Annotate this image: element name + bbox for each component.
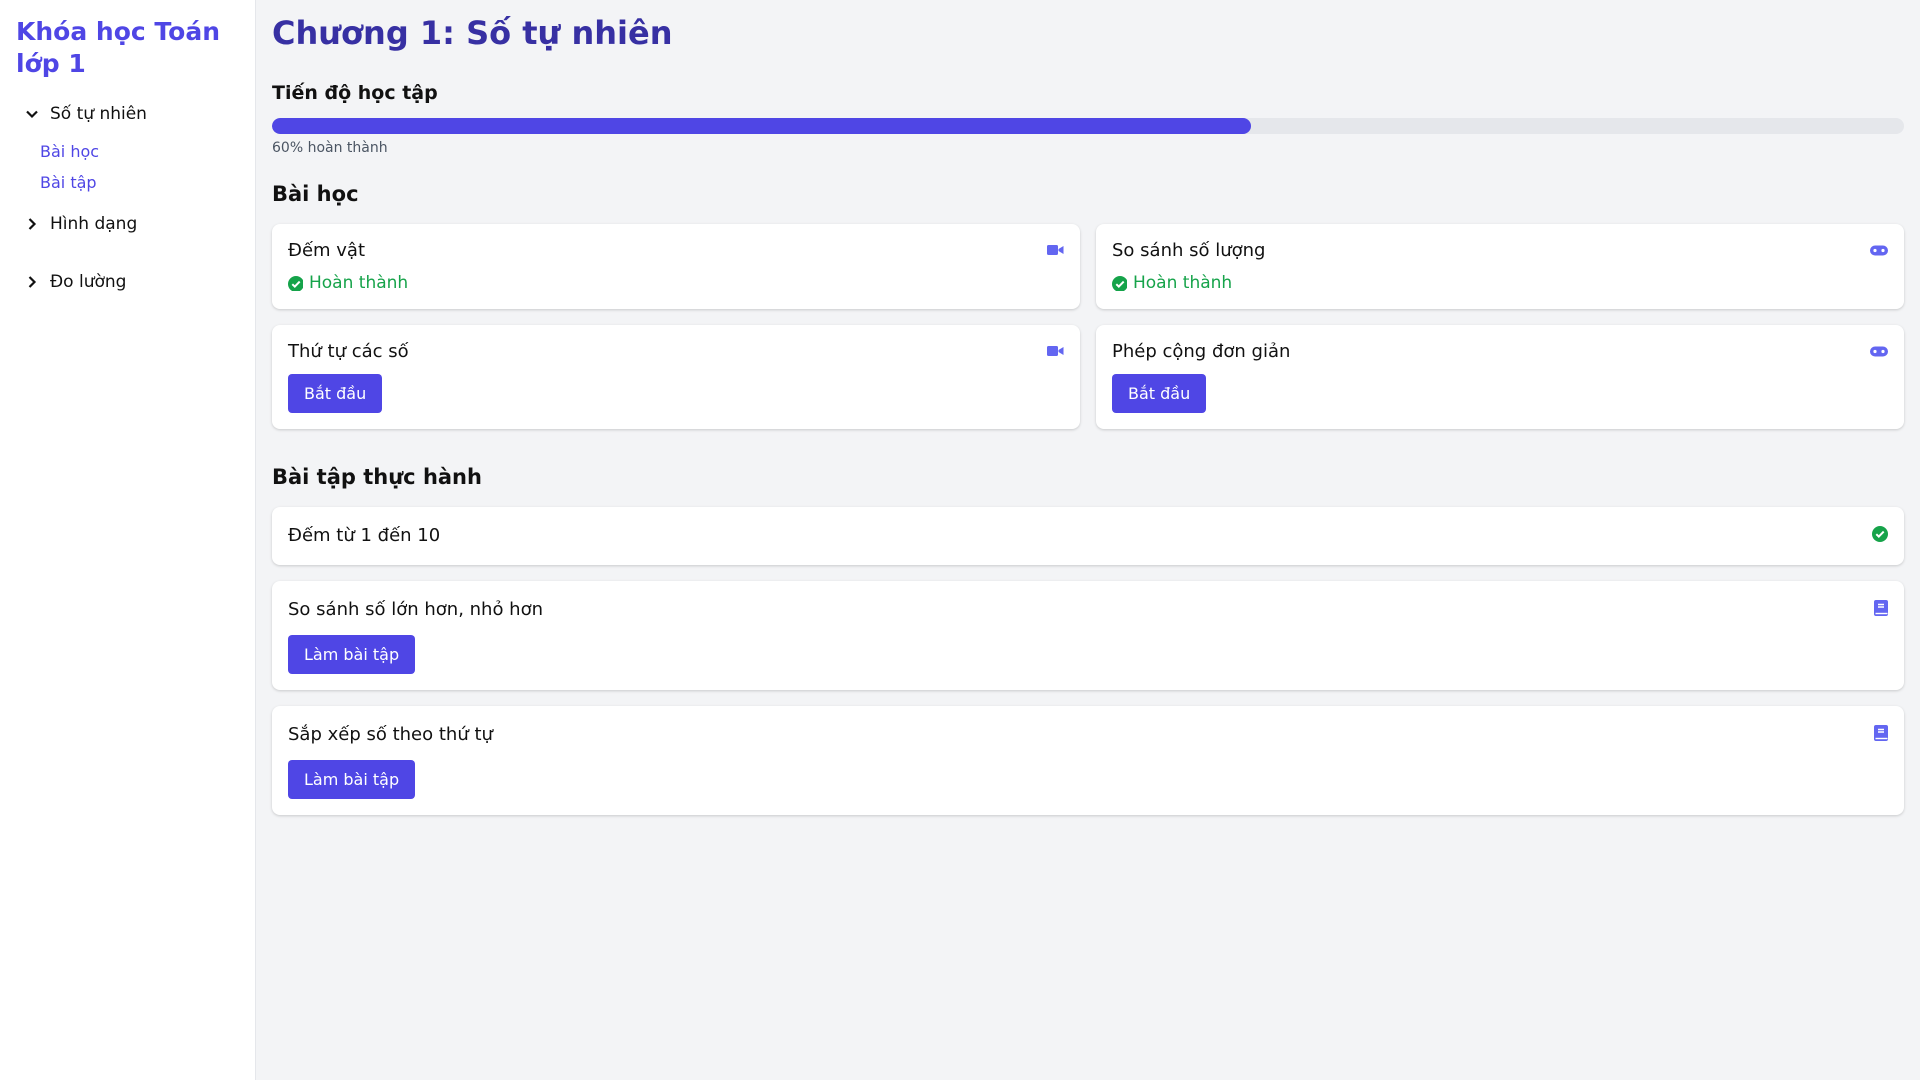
course-title: Khóa học Toán lớp 1: [16, 17, 220, 78]
exercise-card: Sắp xếp số theo thứ tự Làm bài tập: [272, 706, 1904, 815]
item-title: Sắp xếp số theo thứ tự: [288, 724, 493, 745]
check-circle-icon: [1112, 275, 1127, 291]
status-text: Hoàn thành: [1133, 273, 1233, 293]
item-title: So sánh số lớn hơn, nhỏ hơn: [288, 599, 544, 620]
item-title: Thứ tự các số: [288, 341, 409, 362]
sidebar: Khóa học Toán lớp 1 Số tự nhiên Bài học …: [0, 0, 256, 1080]
lesson-card: Thứ tự các số Bắt đầu: [272, 325, 1080, 429]
progress-text: 60% hoàn thành: [272, 140, 388, 156]
sidebar-link-bai-hoc[interactable]: Bài học: [40, 142, 100, 161]
book-icon: [1874, 725, 1888, 745]
status-completed: Hoàn thành: [1112, 273, 1888, 293]
progress-label: Tiến độ học tập: [272, 82, 438, 104]
check-circle-icon: [288, 275, 303, 291]
chevron-right-icon: [24, 216, 40, 232]
lesson-card: So sánh số lượng Hoàn thành: [1096, 224, 1904, 309]
exercise-card: Đếm từ 1 đến 10: [272, 507, 1904, 565]
sidebar-item-so-tu-nhien[interactable]: Số tự nhiên: [16, 98, 239, 130]
video-icon: [1047, 241, 1064, 260]
video-icon: [1047, 342, 1064, 361]
main-content: Chương 1: Số tự nhiên Tiến độ học tập 60…: [256, 0, 1920, 1080]
item-title: Phép cộng đơn giản: [1112, 341, 1291, 362]
exercises-heading: Bài tập thực hành: [272, 465, 482, 489]
chevron-down-icon: [24, 106, 40, 122]
exercises-list: Đếm từ 1 đến 10 So sánh số lớn hơn, nhỏ h…: [272, 507, 1904, 815]
exercise-card: So sánh số lớn hơn, nhỏ hơn Làm bài tập: [272, 581, 1904, 690]
status-text: Hoàn thành: [309, 273, 409, 293]
progress-bar: [272, 118, 1904, 134]
item-title: So sánh số lượng: [1112, 240, 1266, 261]
lessons-grid: Đếm vật Hoàn thành So sánh số lượng Hoàn th…: [272, 224, 1904, 429]
lesson-card: Phép cộng đơn giản Bắt đầu: [1096, 325, 1904, 429]
lessons-heading: Bài học: [272, 182, 359, 206]
sidebar-item-label: Đo lường: [50, 272, 127, 292]
item-title: Đếm vật: [288, 240, 366, 261]
status-completed: Hoàn thành: [288, 273, 1064, 293]
lesson-card: Đếm vật Hoàn thành: [272, 224, 1080, 309]
page-title: Chương 1: Số tự nhiên: [272, 14, 673, 52]
do-exercise-button[interactable]: Làm bài tập: [288, 635, 416, 674]
sidebar-link-bai-tap[interactable]: Bài tập: [40, 173, 97, 192]
start-button[interactable]: Bắt đầu: [1112, 374, 1207, 413]
gamepad-icon: [1870, 241, 1888, 260]
start-button[interactable]: Bắt đầu: [288, 374, 383, 413]
sidebar-item-do-luong[interactable]: Đo lường: [16, 266, 239, 298]
do-exercise-button[interactable]: Làm bài tập: [288, 760, 416, 799]
gamepad-icon: [1870, 342, 1888, 361]
book-icon: [1874, 600, 1888, 620]
item-title: Đếm từ 1 đến 10: [288, 525, 441, 546]
sidebar-item-hinh-dang[interactable]: Hình dạng: [16, 208, 239, 240]
progress-fill: [272, 118, 1252, 134]
submenu: Bài học Bài tập: [16, 136, 239, 198]
sidebar-item-label: Số tự nhiên: [50, 104, 147, 124]
sidebar-item-label: Hình dạng: [50, 214, 138, 234]
chevron-right-icon: [24, 274, 40, 290]
check-circle-icon: [1872, 526, 1888, 546]
